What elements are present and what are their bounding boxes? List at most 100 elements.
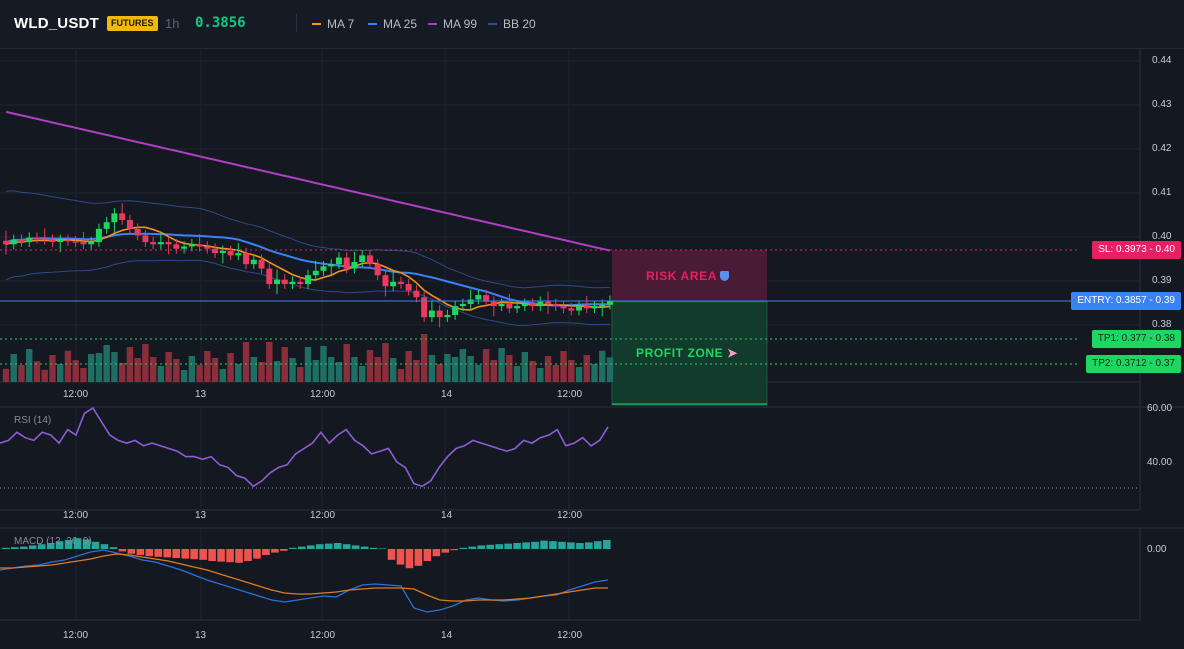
candle-body: [57, 239, 64, 243]
ma25-swatch: [368, 23, 377, 25]
volume-bar: [397, 369, 405, 382]
volume-bar: [219, 369, 227, 382]
macd-bar: [405, 549, 414, 569]
candle-body: [41, 238, 48, 241]
candle-body: [103, 222, 110, 229]
legend-ma7[interactable]: MA 7: [312, 17, 354, 31]
entry-price-tag[interactable]: ENTRY: 0.3857 - 0.39: [1071, 292, 1181, 310]
candle-body: [328, 264, 335, 267]
sl-price-tag[interactable]: SL: 0.3973 - 0.40: [1092, 241, 1181, 259]
volume-bar: [258, 362, 265, 382]
candle-body: [521, 303, 528, 307]
legend-ma25[interactable]: MA 25: [368, 17, 417, 31]
candle-body: [227, 250, 234, 256]
candle-body: [335, 257, 342, 265]
macd-bar: [208, 549, 216, 561]
macd-bar: [154, 549, 163, 557]
candle-body: [568, 308, 575, 311]
volume-bar: [382, 343, 389, 382]
legend-bb20-label: BB 20: [503, 17, 536, 31]
macd-bar: [100, 544, 109, 549]
macd-bar: [585, 542, 593, 549]
macd-bar: [289, 547, 297, 549]
volume-bar: [227, 353, 234, 382]
tp1-price-tag[interactable]: TP1: 0.377 - 0.38: [1091, 330, 1181, 348]
candle-body: [374, 264, 381, 276]
volume-bar: [10, 354, 17, 382]
candle-body: [397, 281, 404, 285]
risk-area-box[interactable]: [612, 250, 767, 302]
volume-bar: [204, 351, 211, 382]
candle-body: [173, 244, 180, 249]
volume-bar: [297, 367, 304, 382]
macd-bar: [504, 543, 512, 549]
tp2-price-tag[interactable]: TP2: 0.3712 - 0.37: [1086, 355, 1181, 373]
time-tick: 12:00: [557, 510, 583, 521]
volume-bar: [366, 350, 374, 382]
macd-bar: [549, 541, 557, 549]
candle-body: [157, 242, 164, 245]
symbol-name[interactable]: WLD_USDT: [14, 15, 99, 32]
volume-bar: [72, 360, 79, 382]
volume-bar: [173, 359, 180, 382]
volume-bar: [475, 365, 482, 382]
volume-bar: [413, 360, 420, 382]
macd-bar: [127, 549, 136, 554]
candle-body: [591, 306, 598, 309]
macd-bar: [271, 549, 279, 553]
volume-bar: [583, 355, 590, 382]
candle-body: [490, 301, 497, 307]
candle-body: [444, 314, 451, 318]
candle-body: [498, 303, 505, 307]
macd-bar: [477, 545, 486, 549]
candle-body: [305, 275, 311, 285]
macd-bar: [55, 541, 64, 549]
candle-body: [607, 300, 613, 305]
macd-bar: [378, 548, 387, 549]
macd-bar: [163, 549, 172, 558]
volume-bar: [568, 360, 575, 382]
volume-bar: [242, 342, 250, 382]
profit-zone-text: PROFIT ZONE: [636, 346, 724, 360]
macd-bar: [10, 547, 19, 549]
volume-bar: [118, 363, 126, 382]
macd-bar: [495, 544, 503, 549]
candle-body: [390, 281, 397, 287]
legend-ma99[interactable]: MA 99: [428, 17, 477, 31]
legend-bb20[interactable]: BB 20: [488, 17, 536, 31]
volume-bar: [289, 358, 296, 382]
macd-bar: [450, 549, 459, 551]
tp1-tag-axis: 0.38: [1155, 333, 1175, 344]
candle-body: [552, 303, 559, 307]
profit-zone-box[interactable]: [611, 301, 768, 406]
timeframe-label[interactable]: 1h: [165, 16, 180, 31]
macd-bar: [2, 547, 10, 549]
candlesticks[interactable]: [3, 203, 613, 328]
volume-bar: [312, 360, 319, 382]
price-tick: 0.42: [1152, 143, 1172, 154]
volume-bar: [351, 357, 358, 382]
macd-bar: [181, 549, 189, 559]
macd-bar: [432, 549, 441, 557]
macd-bar: [253, 549, 261, 559]
candle-body: [33, 237, 40, 240]
candle-body: [351, 261, 358, 269]
macd-bar: [540, 540, 548, 549]
entry-tag-label: ENTRY: 0.3857: [1077, 295, 1147, 306]
volume-bar: [33, 361, 41, 382]
macd-bar: [333, 543, 342, 549]
volume-bar: [328, 357, 335, 382]
candle-body: [436, 310, 443, 318]
volume-bar: [544, 356, 552, 382]
volume-bar: [506, 355, 513, 382]
volume-bar: [180, 370, 188, 382]
sl-tag-axis: 0.40: [1155, 244, 1175, 255]
macd-bar: [315, 544, 324, 549]
rsi-line: [0, 406, 609, 488]
macd-bar: [64, 540, 73, 549]
profit-zone-label: PROFIT ZONE ➤: [636, 346, 738, 360]
volume-bar: [599, 350, 606, 382]
macd-bar: [441, 549, 450, 553]
macd-bar: [594, 541, 602, 549]
